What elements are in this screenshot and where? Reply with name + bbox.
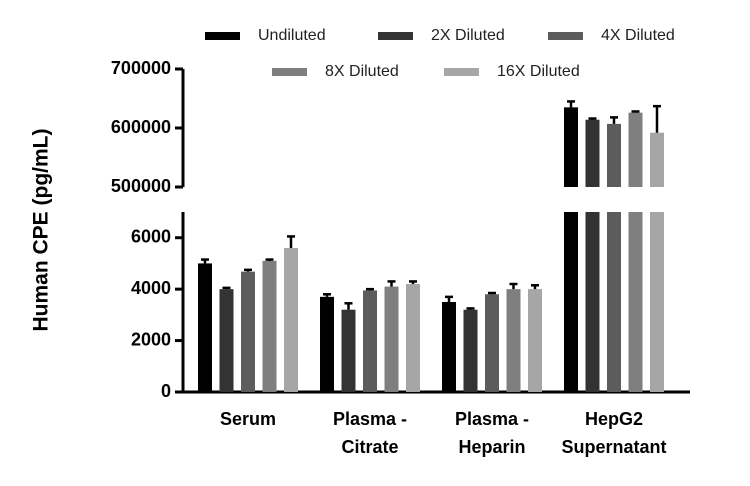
y-tick-label: 0 xyxy=(161,381,171,401)
y-tick-label: 6000 xyxy=(131,226,171,246)
bar xyxy=(607,123,621,187)
bar-lower-part xyxy=(628,212,643,392)
bar xyxy=(241,271,255,392)
bar xyxy=(650,132,664,187)
bar xyxy=(506,289,521,392)
y-tick-label: 500000 xyxy=(111,176,171,196)
bar xyxy=(363,290,377,392)
x-tick-label: Serum xyxy=(220,409,276,429)
bar-lower-part xyxy=(607,212,621,392)
legend-swatch xyxy=(548,32,583,40)
legend-label: 16X Diluted xyxy=(497,63,580,80)
bar xyxy=(485,294,499,392)
bar xyxy=(585,119,600,187)
legend-swatch xyxy=(444,68,479,76)
x-tick-label: Plasma -Citrate xyxy=(333,409,407,457)
bar xyxy=(284,248,298,392)
legend-label: 4X Diluted xyxy=(601,27,675,44)
legend-swatch xyxy=(205,32,240,40)
y-axis-title: Human CPE (pg/mL) xyxy=(30,129,53,332)
y-tick-label: 600000 xyxy=(111,117,171,137)
legend-swatch xyxy=(378,32,413,40)
bar xyxy=(320,296,334,392)
bar xyxy=(406,284,420,392)
bar xyxy=(262,260,277,392)
bar xyxy=(198,263,212,392)
y-tick-label: 700000 xyxy=(111,58,171,78)
bar xyxy=(564,107,578,187)
bar xyxy=(463,309,478,392)
bar xyxy=(341,309,356,392)
legend-label: Undiluted xyxy=(258,27,326,44)
bar-lower-part xyxy=(564,212,578,392)
bar xyxy=(442,302,456,392)
bar xyxy=(528,289,542,392)
bar xyxy=(628,112,643,187)
legend-swatch xyxy=(272,68,307,76)
bar xyxy=(384,286,399,392)
legend-label: 8X Diluted xyxy=(325,63,399,80)
y-tick-label: 4000 xyxy=(131,278,171,298)
x-tick-label: HepG2 Supernatant xyxy=(561,409,666,457)
y-tick-label: 2000 xyxy=(131,329,171,349)
x-tick-label: Plasma -Heparin xyxy=(455,409,529,457)
bar-lower-part xyxy=(650,212,664,392)
bar-lower-part xyxy=(585,212,600,392)
legend-label: 2X Diluted xyxy=(431,27,505,44)
bar xyxy=(219,289,234,392)
